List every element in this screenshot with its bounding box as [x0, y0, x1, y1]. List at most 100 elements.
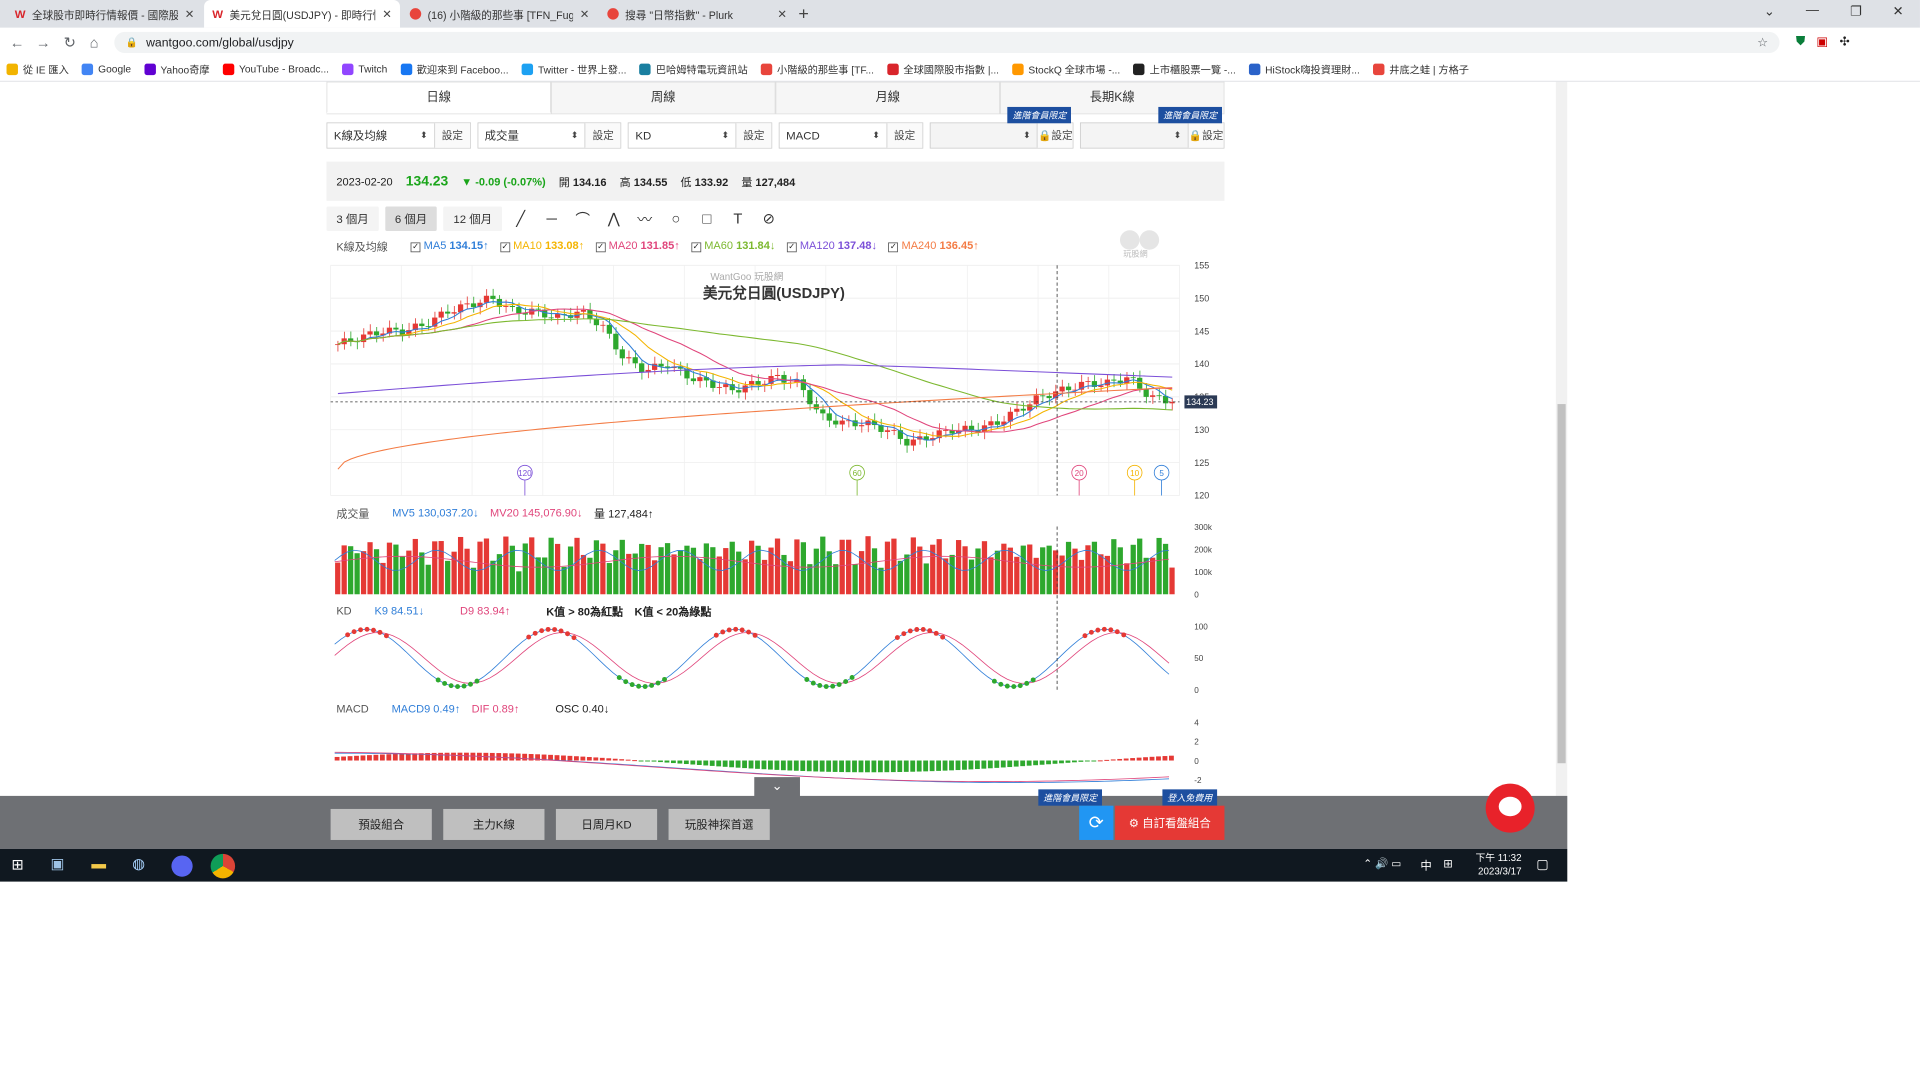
- chat-bubble-icon[interactable]: [1485, 783, 1535, 833]
- close-icon[interactable]: ✕: [382, 6, 392, 20]
- file-explorer-icon[interactable]: ▬: [91, 855, 107, 872]
- indicator-select[interactable]: KD: [629, 123, 736, 147]
- circle-icon[interactable]: ○: [671, 210, 681, 227]
- checkbox-icon[interactable]: ✓: [500, 242, 510, 253]
- tray-icons[interactable]: ⌃ 🔊 ▭: [1363, 857, 1402, 870]
- settings-button[interactable]: 設定: [735, 123, 772, 148]
- minimize-icon[interactable]: —: [1805, 3, 1819, 18]
- settings-button[interactable]: 🔒設定: [1187, 123, 1224, 148]
- preset-kd-button[interactable]: 日周月KD: [555, 808, 658, 840]
- app-icon[interactable]: ◍: [132, 855, 146, 872]
- forward-icon[interactable]: →: [35, 34, 51, 51]
- settings-button[interactable]: 設定: [584, 123, 621, 148]
- tab-3[interactable]: (16) 小階級的那些事 [TFN_Fugu] ✕: [402, 0, 598, 28]
- arc-icon[interactable]: ⌒: [575, 211, 591, 228]
- bookmark-item[interactable]: 井底之蛙 | 方格子: [1366, 61, 1475, 77]
- back-icon[interactable]: ←: [9, 34, 25, 51]
- address-bar[interactable]: 🔒 wantgoo.com/global/usdjpy ☆: [114, 31, 1780, 54]
- indicator-select[interactable]: K線及均線: [327, 123, 434, 147]
- bookmark-item[interactable]: Google: [75, 63, 137, 75]
- refresh-icon[interactable]: ⟳: [1079, 805, 1114, 840]
- ma-legend-item[interactable]: ✓ MA5 134.15↑: [410, 239, 489, 253]
- indicator-select[interactable]: [1081, 123, 1188, 147]
- ma-legend-item[interactable]: ✓ MA120 137.48↓: [786, 239, 877, 253]
- collapse-chevron-icon[interactable]: ⌄: [754, 777, 800, 797]
- close-icon[interactable]: ✕: [579, 6, 590, 20]
- indicator-select[interactable]: MACD: [780, 123, 887, 147]
- tab-2[interactable]: W 美元兌日圓(USDJPY) - 即時行情報價 ✕: [204, 0, 400, 28]
- new-tab-plus-icon[interactable]: +: [798, 3, 809, 24]
- tab-monthly[interactable]: 月線: [775, 81, 1000, 114]
- clock[interactable]: 下午 11:32 2023/3/17: [1463, 851, 1521, 877]
- bookmark-item[interactable]: Twitch: [336, 63, 394, 75]
- bookmark-item[interactable]: 歡迎來到 Faceboo...: [394, 61, 515, 77]
- bookmark-item[interactable]: 上市櫃股票一覽 -...: [1127, 61, 1243, 77]
- tab-daily[interactable]: 日線: [326, 81, 552, 114]
- bookmark-item[interactable]: Yahoo奇摩: [138, 61, 217, 77]
- bookmark-item[interactable]: 小階級的那些事 [TF...: [754, 61, 880, 77]
- pdf-icon[interactable]: ▣: [1816, 35, 1829, 49]
- tab-4[interactable]: 搜尋 "日幣指數" - Plurk ✕: [599, 0, 795, 28]
- checkbox-icon[interactable]: ✓: [410, 242, 421, 253]
- kd-red-dot: [351, 629, 357, 635]
- range-6m[interactable]: 6 個月: [385, 206, 438, 232]
- reload-icon[interactable]: ↻: [63, 34, 76, 51]
- preset-top-pick-button[interactable]: 玩股神探首選: [668, 808, 770, 840]
- rectangle-icon[interactable]: □: [702, 210, 712, 227]
- tab-1[interactable]: W 全球股市即時行情報價 - 國際股市 ✕: [7, 0, 203, 28]
- preset-default-button[interactable]: 預設組合: [330, 808, 432, 840]
- preset-main-kline-button[interactable]: 主力K線: [443, 808, 545, 840]
- puzzle-icon[interactable]: ✣: [1839, 35, 1850, 49]
- custom-combo-button[interactable]: ⚙ 自訂看盤組合: [1115, 805, 1225, 840]
- abc-pattern-icon[interactable]: ⋀: [607, 210, 620, 227]
- wave-pattern-icon[interactable]: 〰: [637, 211, 653, 228]
- bookmark-item[interactable]: YouTube - Broadc...: [216, 63, 335, 75]
- ma-legend-item[interactable]: ✓ MA20 131.85↑: [595, 239, 680, 253]
- text-tool-icon[interactable]: T: [733, 210, 743, 227]
- candle-body: [839, 420, 845, 425]
- checkbox-icon[interactable]: ✓: [786, 242, 797, 253]
- settings-button[interactable]: 設定: [434, 123, 470, 148]
- discord-icon[interactable]: [171, 855, 193, 877]
- indicator-select[interactable]: 成交量: [478, 123, 585, 147]
- settings-button[interactable]: 🔒設定: [1036, 123, 1073, 148]
- app-icon[interactable]: ▣: [50, 855, 65, 872]
- ime-mode-icon[interactable]: ⊞: [1443, 857, 1453, 871]
- ma-legend-item[interactable]: ✓ MA10 133.08↑: [500, 239, 584, 253]
- ma-legend-item[interactable]: ✓ MA240 136.45↑: [888, 239, 979, 253]
- ma-legend-item[interactable]: ✓ MA60 131.84↓: [691, 239, 775, 253]
- close-icon[interactable]: ✕: [777, 6, 787, 20]
- checkbox-icon[interactable]: ✓: [691, 242, 701, 253]
- tab-search-chevron-icon[interactable]: ⌄: [1763, 4, 1775, 19]
- bookmark-item[interactable]: StockQ 全球市場 -...: [1006, 61, 1127, 77]
- page-scrollbar[interactable]: [1555, 81, 1568, 849]
- tab-weekly[interactable]: 周線: [551, 81, 776, 114]
- range-12m[interactable]: 12 個月: [443, 206, 502, 232]
- bookmark-star-icon[interactable]: ☆: [1757, 35, 1769, 50]
- checkbox-icon[interactable]: ✓: [595, 242, 606, 253]
- candle-body: [846, 420, 852, 422]
- indicator-select[interactable]: [930, 123, 1037, 147]
- windows-start-icon[interactable]: ⊞: [11, 856, 24, 873]
- window-close-icon[interactable]: ✕: [1892, 4, 1904, 19]
- bookmark-item[interactable]: 全球國際股市指數 |...: [881, 61, 1006, 77]
- settings-button[interactable]: 設定: [886, 123, 923, 148]
- horizontal-line-icon[interactable]: ─: [546, 210, 557, 227]
- scrollbar-thumb[interactable]: [1557, 404, 1566, 764]
- range-3m[interactable]: 3 個月: [326, 206, 379, 232]
- chrome-icon[interactable]: [210, 853, 236, 879]
- ime-indicator[interactable]: 中: [1420, 858, 1432, 872]
- extension-icon[interactable]: ⛊: [1795, 34, 1806, 49]
- restore-icon[interactable]: ❐: [1849, 4, 1862, 19]
- bookmark-item[interactable]: 巴哈姆特電玩資訊站: [633, 61, 754, 77]
- checkbox-icon[interactable]: ✓: [888, 242, 899, 253]
- notification-icon[interactable]: ▢: [1536, 857, 1549, 872]
- price-chart[interactable]: 155150145140135130125120WantGoo 玩股網美元兌日圓…: [327, 257, 1225, 849]
- bookmark-item[interactable]: 從 IE 匯入: [0, 61, 75, 77]
- home-icon[interactable]: ⌂: [89, 34, 99, 51]
- trendline-icon[interactable]: ╱: [516, 210, 526, 227]
- bookmark-item[interactable]: HiStock嗨投資理財...: [1242, 61, 1366, 77]
- close-icon[interactable]: ✕: [184, 6, 195, 20]
- bookmark-item[interactable]: Twitter - 世界上發...: [515, 61, 633, 77]
- hide-eye-icon[interactable]: ⊘: [762, 210, 775, 227]
